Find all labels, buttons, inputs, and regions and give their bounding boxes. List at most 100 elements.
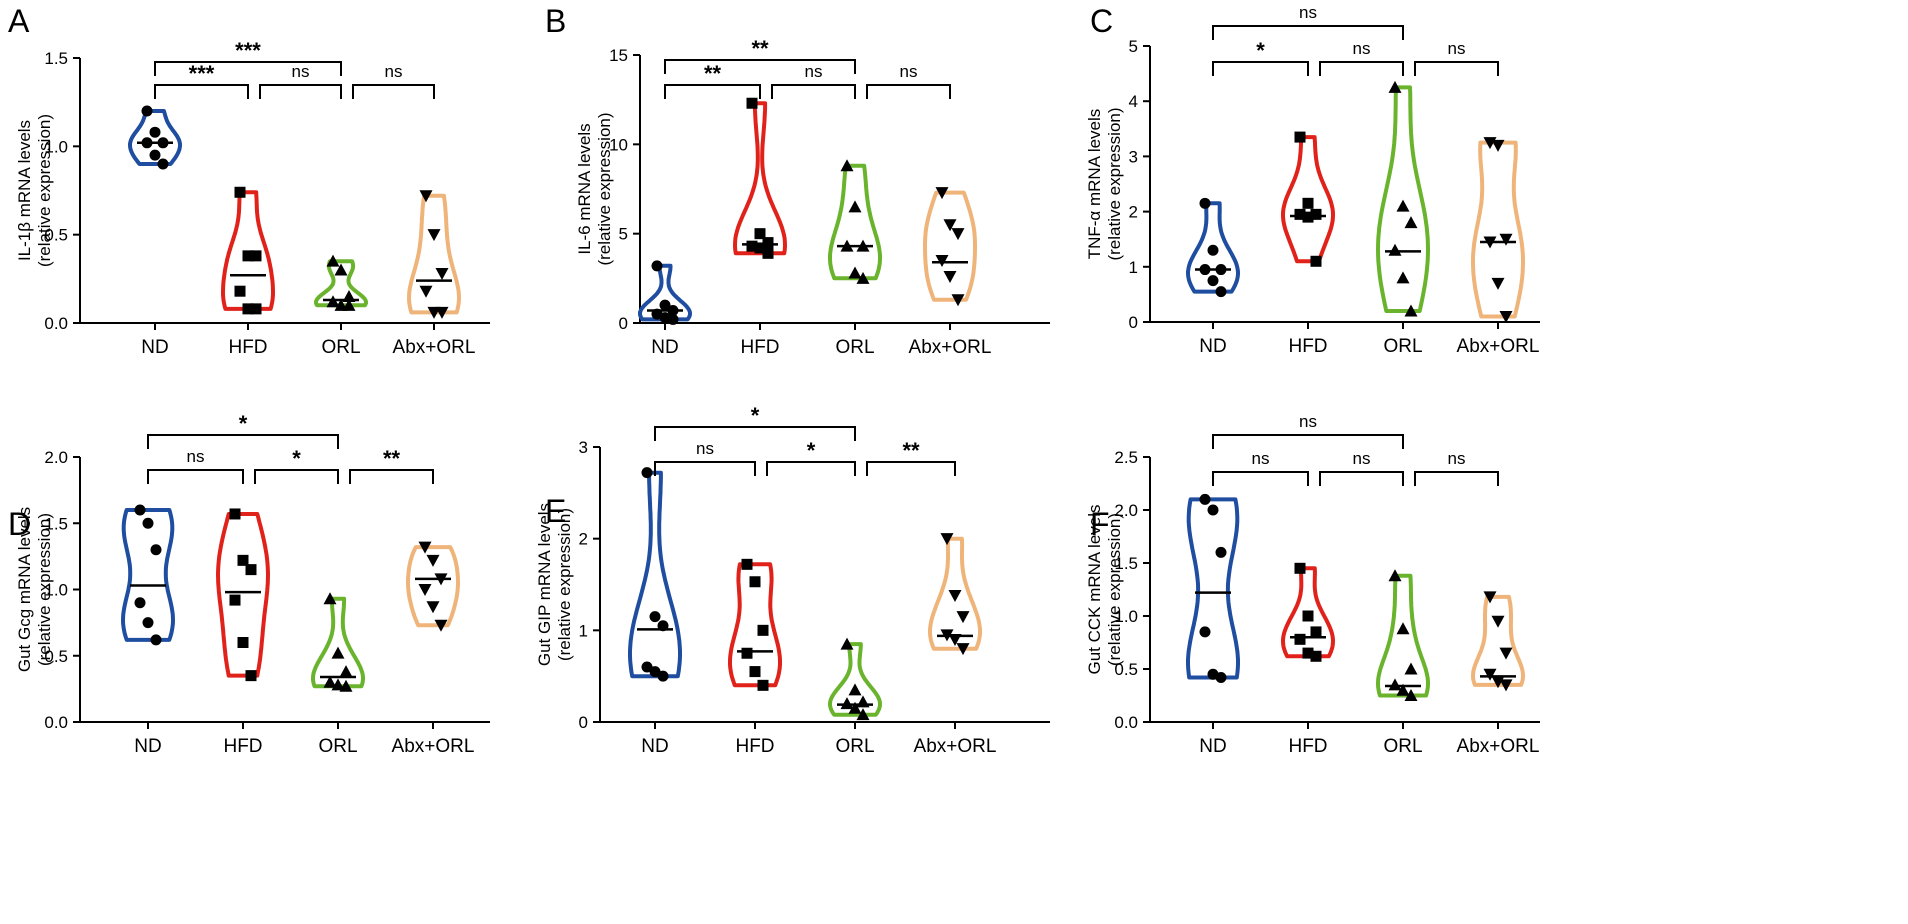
significance-bracket	[1212, 471, 1309, 486]
data-point	[754, 242, 766, 254]
data-point	[651, 260, 663, 272]
data-point	[840, 159, 854, 172]
y-tick-label: 0	[579, 713, 588, 732]
significance-bracket	[349, 469, 434, 484]
y-tick-label: 5	[619, 225, 628, 244]
significance-bracket	[147, 434, 339, 449]
data-point	[856, 708, 870, 721]
y-axis-label: IL-1β mRNA levels	[15, 120, 34, 261]
data-point	[1294, 131, 1306, 143]
data-point	[250, 250, 262, 262]
significance-label: **	[383, 446, 401, 471]
y-tick-label: 0.5	[44, 226, 68, 245]
data-point	[1404, 662, 1418, 675]
panel-e: E 0 1 2 3 Gut GIP mRNA levels (relative expres…	[535, 403, 1050, 757]
data-point	[1491, 139, 1505, 152]
data-point	[649, 666, 661, 678]
y-tick-label: 3	[579, 438, 588, 457]
significance-label: ns	[1353, 449, 1371, 468]
x-tick-label: Abx+ORL	[909, 337, 992, 358]
significance-label: ***	[235, 38, 261, 63]
x-tick-label: Abx+ORL	[393, 337, 476, 358]
significance-label: ns	[1252, 449, 1270, 468]
data-point	[840, 637, 854, 650]
y-tick-label: 0.0	[44, 713, 68, 732]
data-point	[250, 303, 262, 315]
data-point	[149, 126, 161, 138]
data-point	[1215, 546, 1227, 558]
y-tick-label: 0.5	[1114, 660, 1138, 679]
x-tick-label: ORL	[321, 337, 360, 358]
x-tick-label: ND	[651, 337, 678, 358]
y-tick-label: 4	[1129, 92, 1138, 111]
data-point	[856, 695, 870, 708]
y-axis-label: TNF-α mRNA levels	[1085, 109, 1104, 260]
significance-label: **	[902, 438, 920, 463]
data-point	[657, 620, 669, 632]
data-point	[667, 313, 679, 325]
significance-bracket	[1414, 471, 1499, 486]
y-tick-label: 2.0	[1114, 501, 1138, 520]
significance-label: ns	[805, 62, 823, 81]
data-point	[1294, 633, 1306, 645]
data-point	[234, 285, 246, 297]
data-point	[754, 228, 766, 240]
data-point	[434, 619, 448, 632]
x-tick-label: ORL	[835, 337, 874, 358]
x-tick-label: ND	[141, 337, 168, 358]
data-point	[840, 697, 854, 710]
significance-bracket	[147, 469, 244, 484]
data-point	[746, 240, 758, 252]
violin-hfd	[728, 562, 782, 688]
data-point	[1199, 264, 1211, 276]
y-tick-label: 5	[1129, 37, 1138, 56]
data-point	[757, 679, 769, 691]
significance-bracket	[1414, 61, 1499, 76]
violin-abx-orl	[406, 545, 460, 628]
significance-bracket	[1319, 471, 1404, 486]
y-tick-label: 2.5	[1114, 448, 1138, 467]
data-point	[1199, 626, 1211, 638]
y-axis-label: (relative expression)	[1105, 513, 1124, 666]
data-point	[1215, 671, 1227, 683]
data-point	[1302, 211, 1314, 223]
x-tick-label: ND	[1199, 736, 1226, 757]
data-point	[1215, 286, 1227, 298]
data-point	[667, 304, 679, 316]
data-point	[245, 670, 257, 682]
violin-abx-orl	[923, 190, 977, 302]
y-axis-label: Gut CCK mRNA levels	[1085, 504, 1104, 674]
data-point	[1199, 493, 1211, 505]
data-point	[1483, 591, 1497, 604]
data-point	[323, 675, 337, 688]
significance-label: ns	[1448, 39, 1466, 58]
data-point	[641, 467, 653, 479]
panel-letter: F	[1090, 506, 1110, 542]
data-point	[418, 541, 432, 554]
panel-b: B 0 5 10 15 IL-6 mRNA levels (relative express…	[545, 3, 1050, 358]
significance-bracket	[1212, 25, 1404, 40]
data-point	[1207, 244, 1219, 256]
data-point	[1207, 275, 1219, 287]
data-point	[339, 665, 353, 678]
data-point	[426, 601, 440, 614]
data-point	[762, 247, 774, 259]
data-point	[1310, 208, 1322, 220]
data-point	[334, 263, 348, 276]
data-point	[1404, 304, 1418, 317]
data-point	[1302, 610, 1314, 622]
data-point	[943, 219, 957, 232]
data-point	[1310, 255, 1322, 267]
data-point	[150, 544, 162, 556]
violin-nd	[121, 508, 175, 642]
y-tick-label: 1.5	[44, 49, 68, 68]
significance-bracket	[1212, 434, 1404, 449]
data-point	[1483, 236, 1497, 249]
violin-orl	[828, 163, 882, 281]
y-axis-label: (relative expression)	[35, 114, 54, 267]
data-point	[848, 266, 862, 279]
y-tick-label: 10	[609, 135, 628, 154]
data-point	[331, 646, 345, 659]
violin-hfd	[216, 512, 270, 678]
data-point	[142, 617, 154, 629]
